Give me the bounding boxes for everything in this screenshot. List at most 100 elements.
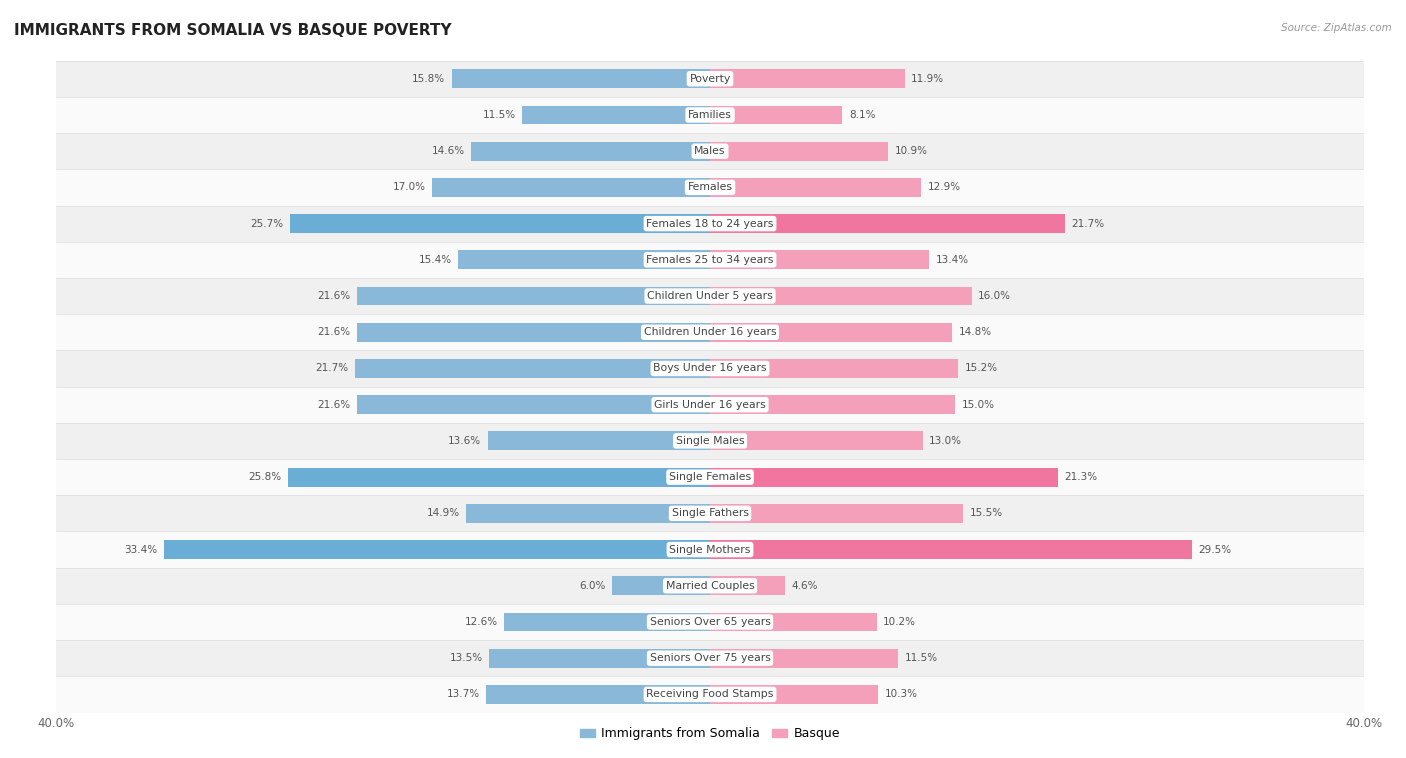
Bar <box>522 105 710 124</box>
Text: Married Couples: Married Couples <box>665 581 755 590</box>
Text: 6.0%: 6.0% <box>579 581 606 590</box>
Text: 21.7%: 21.7% <box>1071 218 1104 229</box>
Text: Children Under 5 years: Children Under 5 years <box>647 291 773 301</box>
Text: 11.5%: 11.5% <box>482 110 516 120</box>
Bar <box>56 676 1364 713</box>
Bar <box>56 604 1364 640</box>
Text: Single Males: Single Males <box>676 436 744 446</box>
Text: Single Mothers: Single Mothers <box>669 544 751 555</box>
Text: Males: Males <box>695 146 725 156</box>
Text: Girls Under 16 years: Girls Under 16 years <box>654 399 766 409</box>
Bar <box>56 640 1364 676</box>
Text: 15.4%: 15.4% <box>419 255 451 265</box>
Bar <box>56 568 1364 604</box>
Bar <box>288 468 710 487</box>
Bar <box>458 250 710 269</box>
Text: 16.0%: 16.0% <box>979 291 1011 301</box>
Text: 21.6%: 21.6% <box>318 327 350 337</box>
Text: 13.0%: 13.0% <box>929 436 962 446</box>
Bar <box>357 287 710 305</box>
Bar <box>710 468 1059 487</box>
Text: 14.8%: 14.8% <box>959 327 991 337</box>
Text: 14.9%: 14.9% <box>427 509 460 518</box>
Text: 21.3%: 21.3% <box>1064 472 1098 482</box>
Text: 21.7%: 21.7% <box>316 364 349 374</box>
Bar <box>710 576 785 595</box>
Text: Seniors Over 75 years: Seniors Over 75 years <box>650 653 770 663</box>
Text: 11.5%: 11.5% <box>904 653 938 663</box>
Bar <box>710 395 955 414</box>
Bar <box>357 395 710 414</box>
Text: Seniors Over 65 years: Seniors Over 65 years <box>650 617 770 627</box>
Bar <box>290 215 710 233</box>
Text: 11.9%: 11.9% <box>911 74 945 83</box>
Bar <box>489 649 710 668</box>
Bar <box>710 685 879 704</box>
Bar <box>56 423 1364 459</box>
Text: 21.6%: 21.6% <box>318 399 350 409</box>
Bar <box>56 242 1364 278</box>
Text: 13.4%: 13.4% <box>935 255 969 265</box>
Text: 10.3%: 10.3% <box>884 690 918 700</box>
Bar <box>710 215 1064 233</box>
Text: 14.6%: 14.6% <box>432 146 465 156</box>
Bar <box>56 205 1364 242</box>
Bar <box>710 69 904 88</box>
Bar <box>505 612 710 631</box>
Bar <box>356 359 710 378</box>
Text: 15.5%: 15.5% <box>970 509 1002 518</box>
Bar <box>471 142 710 161</box>
Text: 12.6%: 12.6% <box>464 617 498 627</box>
Bar <box>357 323 710 342</box>
Text: 17.0%: 17.0% <box>392 183 426 193</box>
Text: Families: Families <box>688 110 733 120</box>
Bar <box>710 359 959 378</box>
Bar <box>710 178 921 197</box>
Bar <box>710 250 929 269</box>
Bar <box>710 431 922 450</box>
Bar <box>56 459 1364 495</box>
Bar <box>467 504 710 523</box>
Bar <box>165 540 710 559</box>
Text: Single Females: Single Females <box>669 472 751 482</box>
Bar <box>710 540 1192 559</box>
Text: 13.7%: 13.7% <box>447 690 479 700</box>
Text: Single Fathers: Single Fathers <box>672 509 748 518</box>
Text: Females 25 to 34 years: Females 25 to 34 years <box>647 255 773 265</box>
Bar <box>56 350 1364 387</box>
Bar <box>451 69 710 88</box>
Text: Receiving Food Stamps: Receiving Food Stamps <box>647 690 773 700</box>
Bar <box>56 387 1364 423</box>
Bar <box>710 649 898 668</box>
Bar <box>710 142 889 161</box>
Text: 15.0%: 15.0% <box>962 399 994 409</box>
Text: 10.2%: 10.2% <box>883 617 917 627</box>
Text: 25.7%: 25.7% <box>250 218 284 229</box>
Text: 13.6%: 13.6% <box>449 436 481 446</box>
Bar <box>710 287 972 305</box>
Bar <box>56 133 1364 169</box>
Bar <box>56 314 1364 350</box>
Text: 13.5%: 13.5% <box>450 653 482 663</box>
Text: 4.6%: 4.6% <box>792 581 818 590</box>
Bar <box>56 61 1364 97</box>
Bar <box>432 178 710 197</box>
Bar <box>486 685 710 704</box>
Bar <box>56 531 1364 568</box>
Text: IMMIGRANTS FROM SOMALIA VS BASQUE POVERTY: IMMIGRANTS FROM SOMALIA VS BASQUE POVERT… <box>14 23 451 38</box>
Bar <box>710 105 842 124</box>
Bar <box>710 504 963 523</box>
Text: 15.8%: 15.8% <box>412 74 446 83</box>
Text: Boys Under 16 years: Boys Under 16 years <box>654 364 766 374</box>
Legend: Immigrants from Somalia, Basque: Immigrants from Somalia, Basque <box>575 722 845 745</box>
Bar <box>56 169 1364 205</box>
Bar <box>56 495 1364 531</box>
Bar <box>56 97 1364 133</box>
Text: Poverty: Poverty <box>689 74 731 83</box>
Text: 12.9%: 12.9% <box>928 183 960 193</box>
Text: 29.5%: 29.5% <box>1199 544 1232 555</box>
Bar <box>56 278 1364 314</box>
Bar <box>612 576 710 595</box>
Bar <box>488 431 710 450</box>
Text: 15.2%: 15.2% <box>965 364 998 374</box>
